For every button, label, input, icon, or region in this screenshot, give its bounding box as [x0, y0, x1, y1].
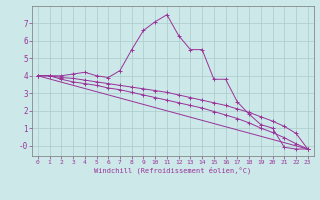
- X-axis label: Windchill (Refroidissement éolien,°C): Windchill (Refroidissement éolien,°C): [94, 167, 252, 174]
